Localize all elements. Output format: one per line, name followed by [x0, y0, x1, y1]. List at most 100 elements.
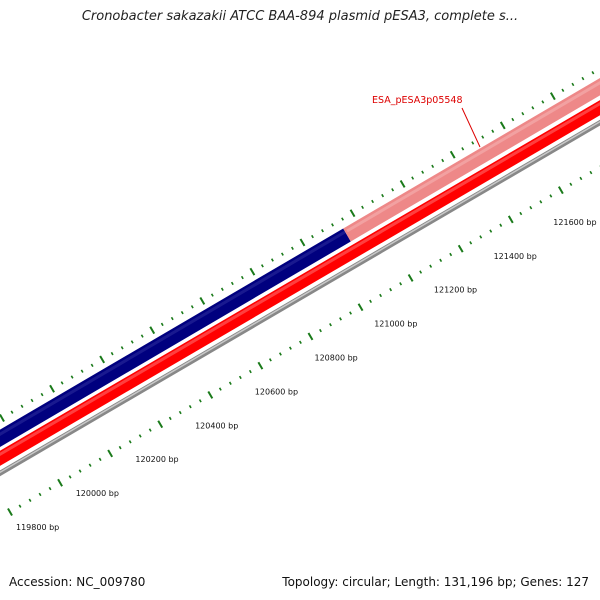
inner-ring-minor-tick: [379, 293, 383, 298]
outer-ring-minor-tick: [160, 322, 164, 327]
outer-ring-minor-tick: [331, 223, 334, 227]
outer-ring-minor-tick: [190, 305, 194, 309]
bp-tick-label: 120000 bp: [76, 489, 119, 498]
inner-ring-minor-tick: [128, 440, 132, 444]
accession-text: Accession: NC_009780: [9, 575, 146, 589]
inner-ring-minor-tick: [569, 182, 573, 186]
outer-ring-major-tick: [399, 179, 406, 188]
inner-ring-major-tick: [107, 449, 114, 458]
inner-ring-minor-tick: [88, 463, 92, 467]
reverse-feature-red-shade: [0, 101, 600, 457]
inner-ring-minor-tick: [288, 346, 292, 350]
inner-ring-minor-tick: [68, 475, 72, 479]
inner-ring-minor-tick: [329, 323, 332, 327]
outer-ring-minor-tick: [180, 310, 184, 315]
inner-ring-minor-tick: [579, 176, 583, 181]
outer-ring-minor-tick: [220, 287, 224, 291]
outer-ring-minor-tick: [481, 135, 485, 139]
outer-ring-minor-tick: [421, 170, 425, 174]
reverse-feature-red[interactable]: [0, 96, 600, 470]
outer-ring-minor-tick: [511, 117, 515, 122]
inner-ring-major-tick: [257, 361, 264, 370]
outer-ring-minor-tick: [120, 346, 124, 350]
outer-ring-minor-tick: [571, 82, 575, 87]
outer-ring-major-tick: [249, 267, 256, 276]
inner-tick-ring: [7, 165, 600, 516]
outer-ring-minor-tick: [40, 392, 44, 397]
inner-ring-minor-tick: [148, 428, 152, 432]
inner-ring-major-tick: [357, 303, 364, 312]
inner-ring-minor-tick: [429, 264, 433, 268]
outer-ring-major-tick: [549, 92, 556, 101]
inner-ring-minor-tick: [389, 287, 393, 292]
inner-ring-minor-tick: [38, 492, 42, 497]
inner-ring-minor-tick: [449, 252, 453, 257]
inner-ring-minor-tick: [138, 434, 142, 438]
inner-ring-minor-tick: [539, 200, 543, 204]
inner-ring-major-tick: [307, 332, 314, 341]
inner-ring-minor-tick: [178, 410, 182, 415]
inner-ring-minor-tick: [28, 498, 32, 502]
gene-callout[interactable]: ESA_pESA3p05548: [372, 95, 481, 148]
outer-ring-minor-tick: [230, 281, 234, 286]
bp-tick-label: 120400 bp: [195, 421, 238, 430]
outer-ring-major-tick: [349, 209, 356, 218]
inner-ring-minor-tick: [519, 211, 523, 216]
inner-ring-minor-tick: [168, 416, 172, 421]
outer-ring-minor-tick: [60, 381, 64, 385]
outer-ring-minor-tick: [270, 258, 274, 262]
outer-ring-minor-tick: [210, 293, 214, 297]
outer-ring-minor-tick: [170, 316, 174, 321]
outer-ring-minor-tick: [371, 199, 375, 204]
bp-tick-label: 121200 bp: [434, 286, 477, 295]
inner-ring-minor-tick: [238, 375, 242, 380]
inner-ring-minor-tick: [529, 205, 533, 210]
inner-ring-major-tick: [407, 273, 414, 282]
outer-ring-minor-tick: [311, 234, 314, 239]
outer-ring-minor-tick: [321, 229, 324, 233]
inner-ring-major-tick: [457, 244, 464, 253]
outer-ring-minor-tick: [361, 205, 365, 210]
outer-ring-major-tick: [99, 355, 106, 364]
inner-ring-minor-tick: [419, 270, 423, 274]
outer-ring-minor-tick: [381, 193, 385, 198]
forward-feature-blue[interactable]: [0, 228, 351, 450]
bp-tick-label: 119800 bp: [16, 523, 59, 532]
gene-label[interactable]: ESA_pESA3p05548: [372, 95, 463, 106]
inner-ring-major-tick: [57, 478, 63, 487]
outer-ring-minor-tick: [471, 141, 475, 145]
outer-ring-minor-tick: [491, 129, 495, 133]
outer-ring-minor-tick: [30, 398, 34, 403]
tick-labels: 119800 bp 120000 bp 120200 bp 120400 bp 1206…: [16, 218, 597, 532]
inner-ring-minor-tick: [549, 194, 553, 198]
outer-ring-minor-tick: [20, 404, 24, 408]
outer-ring-minor-tick: [411, 176, 415, 180]
inner-ring-major-tick: [207, 390, 214, 399]
inner-ring-minor-tick: [278, 352, 282, 356]
outer-ring-minor-tick: [541, 100, 545, 104]
outer-ring-minor-tick: [591, 71, 595, 75]
highlighted-gene-feature[interactable]: [343, 75, 600, 242]
inner-ring-minor-tick: [18, 504, 22, 508]
outer-ring-minor-tick: [280, 252, 284, 256]
outer-ring-minor-tick: [291, 246, 294, 250]
inner-ring-minor-tick: [399, 282, 403, 286]
inner-ring-minor-tick: [98, 457, 102, 462]
outer-ring-major-tick: [449, 150, 456, 159]
forward-feature-blue-shade: [0, 230, 346, 437]
inner-ring-minor-tick: [349, 311, 352, 315]
outer-ring-minor-tick: [240, 275, 244, 280]
inner-ring-minor-tick: [248, 369, 252, 374]
outer-tick-ring: [0, 71, 595, 422]
outer-ring-minor-tick: [531, 106, 535, 110]
outer-ring-minor-tick: [581, 76, 585, 81]
inner-ring-minor-tick: [228, 381, 232, 385]
highlighted-gene-shade: [346, 80, 600, 233]
bp-tick-label: 121000 bp: [374, 320, 417, 329]
outer-ring-minor-tick: [10, 410, 14, 414]
inner-ring-minor-tick: [439, 258, 443, 263]
outer-ring-major-tick: [199, 296, 206, 305]
inner-ring-minor-tick: [188, 404, 192, 409]
bp-tick-label: 120200 bp: [135, 455, 178, 464]
